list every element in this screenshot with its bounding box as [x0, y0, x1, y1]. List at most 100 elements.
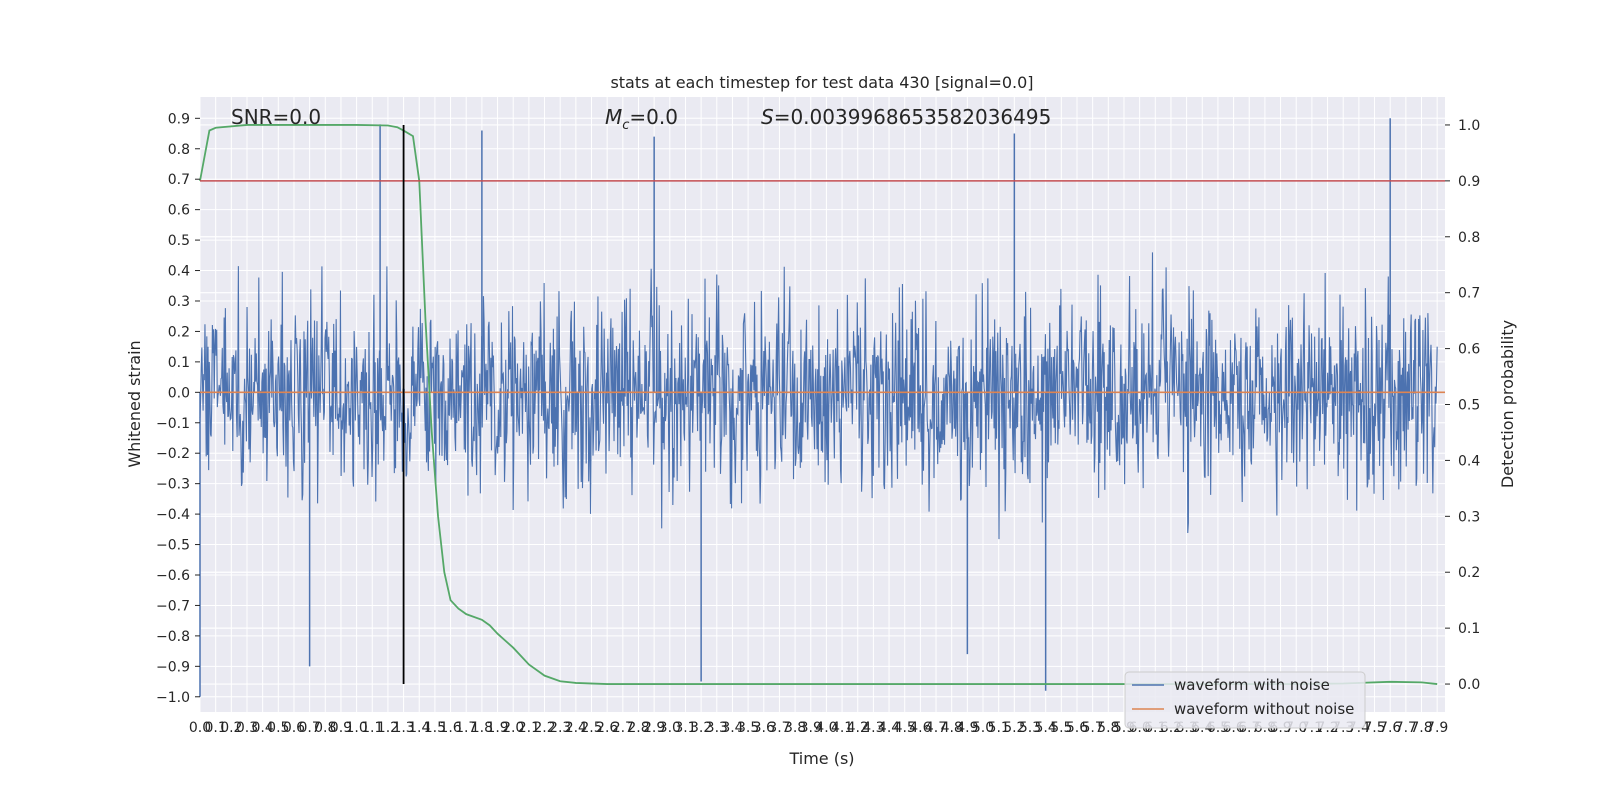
- y-tick-label-left: −1.0: [156, 690, 190, 706]
- x-tick-label: 0.4: [252, 720, 274, 736]
- legend-box: [1124, 671, 1366, 729]
- x-tick-label: 4.7: [925, 720, 947, 736]
- y-tick-label-left: −0.1: [156, 416, 190, 432]
- mc-annotation: Mc=0.0: [605, 105, 678, 133]
- x-tick-label: 4.8: [941, 720, 963, 736]
- x-tick-label: 2.5: [580, 720, 602, 736]
- x-tick-label: 5.6: [1066, 720, 1088, 736]
- y-tick-label-left: 0.9: [168, 111, 190, 127]
- y-tick-label-right: 0.8: [1458, 230, 1480, 246]
- y-tick-label-left: −0.2: [156, 446, 190, 462]
- x-tick-label: 1.5: [424, 720, 446, 736]
- x-tick-label: 5.0: [972, 720, 994, 736]
- legend-label-clean: waveform without noise: [1174, 700, 1354, 718]
- markers: [200, 124, 1445, 685]
- x-tick-label: 2.1: [518, 720, 540, 736]
- x-tick-label: 4.6: [909, 720, 931, 736]
- x-tick-label: 0.5: [267, 720, 289, 736]
- y-tick-label-left: 0.5: [168, 233, 190, 249]
- y-tick-label-left: 0.0: [168, 385, 190, 401]
- x-axis-label: Time (s): [788, 749, 854, 768]
- x-tick-label: 2.6: [596, 720, 618, 736]
- x-tick-label: 2.4: [565, 720, 587, 736]
- x-tick-label: 1.2: [377, 720, 399, 736]
- x-tick-label: 7.5: [1363, 720, 1385, 736]
- x-tick-label: 5.5: [1050, 720, 1072, 736]
- y-tick-label-left: 0.6: [168, 203, 190, 219]
- x-tick-label: 0.7: [298, 720, 320, 736]
- y-tick-label-right: 0.3: [1458, 509, 1480, 525]
- x-tick-label: 2.0: [502, 720, 524, 736]
- x-tick-label: 2.3: [549, 720, 571, 736]
- x-tick-label: 0.0: [189, 720, 211, 736]
- x-tick-label: 3.4: [721, 720, 743, 736]
- x-tick-label: 0.2: [220, 720, 242, 736]
- x-tick-label: 5.3: [1019, 720, 1041, 736]
- y-tick-label-left: −0.6: [156, 568, 190, 584]
- y-tick-label-left: 0.3: [168, 294, 190, 310]
- x-tick-label: 5.7: [1082, 720, 1104, 736]
- x-tick-label: 4.9: [956, 720, 978, 736]
- noise-trace: [199, 252, 1438, 540]
- left-y-axis-ticks: 0.9 0.8 0.7 0.6 0.5 0.4 0.3 0.2 0.1 0.0 −0.1 −0.2 −0…: [156, 111, 200, 706]
- x-tick-label: 2.8: [627, 720, 649, 736]
- x-tick-label: 4.0: [815, 720, 837, 736]
- x-tick-label: 4.5: [894, 720, 916, 736]
- x-tick-label: 2.9: [643, 720, 665, 736]
- y-tick-label-left: −0.3: [156, 477, 190, 493]
- left-y-axis-label: Whitened strain: [125, 340, 144, 467]
- x-tick-label: 0.3: [236, 720, 258, 736]
- y-tick-label-right: 0.2: [1458, 565, 1480, 581]
- x-tick-label: 1.7: [455, 720, 477, 736]
- y-tick-label-right: 0.7: [1458, 286, 1480, 302]
- y-tick-label-right: 0.5: [1458, 398, 1480, 414]
- y-tick-label-right: 0.4: [1458, 453, 1480, 469]
- x-tick-label: 3.0: [659, 720, 681, 736]
- y-tick-label-right: 0.0: [1458, 677, 1480, 693]
- y-tick-label-left: −0.9: [156, 659, 190, 675]
- x-tick-label: 5.1: [988, 720, 1010, 736]
- x-tick-label: 1.6: [439, 720, 461, 736]
- y-tick-label-left: −0.5: [156, 538, 190, 554]
- x-tick-label: 1.8: [471, 720, 493, 736]
- x-tick-label: 1.0: [345, 720, 367, 736]
- y-tick-label-left: −0.4: [156, 507, 190, 523]
- y-tick-label-left: 0.2: [168, 324, 190, 340]
- x-tick-label: 3.2: [690, 720, 712, 736]
- series-waveform-with-noise: [199, 118, 1438, 697]
- x-tick-label: 1.9: [486, 720, 508, 736]
- y-tick-label-right: 0.6: [1458, 342, 1480, 358]
- x-tick-label: 5.2: [1003, 720, 1025, 736]
- x-tick-label: 5.4: [1035, 720, 1057, 736]
- x-tick-label: 4.4: [878, 720, 900, 736]
- x-tick-label: 4.3: [862, 720, 884, 736]
- x-tick-label: 7.9: [1426, 720, 1448, 736]
- x-tick-label: 3.8: [784, 720, 806, 736]
- chart-title: stats at each timestep for test data 430…: [610, 73, 1033, 92]
- y-tick-label-left: −0.7: [156, 598, 190, 614]
- y-tick-label-left: 0.4: [168, 264, 190, 280]
- right-y-axis-ticks: 1.0 0.9 0.8 0.7 0.6 0.5 0.4 0.3 0.2 0.1 0.0: [1445, 118, 1480, 693]
- y-tick-label-right: 0.9: [1458, 174, 1480, 190]
- x-tick-label: 7.6: [1379, 720, 1401, 736]
- probability-trace: [199, 124, 1438, 685]
- x-tick-label: 3.6: [753, 720, 775, 736]
- x-tick-label: 7.7: [1395, 720, 1417, 736]
- x-tick-label: 3.1: [674, 720, 696, 736]
- x-tick-label: 3.3: [706, 720, 728, 736]
- s-annotation: S=0.003996865358203649​5: [761, 105, 1051, 129]
- x-tick-label: 5.8: [1097, 720, 1119, 736]
- series-detection-probability: [199, 124, 1438, 685]
- legend: waveform with noise waveform without noi…: [1124, 671, 1366, 729]
- x-tick-label: 2.2: [533, 720, 555, 736]
- x-tick-label: 3.5: [737, 720, 759, 736]
- x-tick-label: 1.3: [392, 720, 414, 736]
- y-tick-label-right: 0.1: [1458, 621, 1480, 637]
- x-tick-label: 1.1: [361, 720, 383, 736]
- y-tick-label-left: 0.1: [168, 355, 190, 371]
- x-tick-label: 3.7: [768, 720, 790, 736]
- y-tick-label-right: 1.0: [1458, 118, 1480, 134]
- snr-annotation: SNR=0.0: [231, 105, 321, 129]
- x-tick-label: 0.1: [205, 720, 227, 736]
